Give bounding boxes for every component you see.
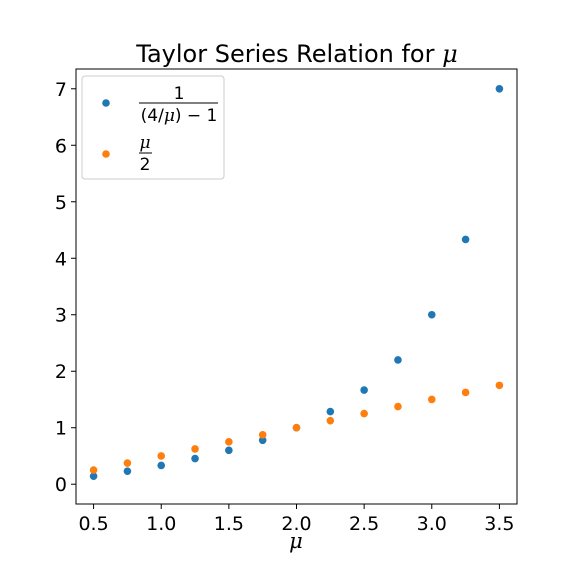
legend-2-denominator: 2 — [140, 155, 151, 175]
series-2-point — [394, 402, 402, 411]
series-2-point — [225, 438, 233, 446]
y-tick-label: 1 — [55, 418, 67, 440]
series-2-point — [292, 423, 301, 432]
chart-title: Taylor Series Relation for μ — [135, 40, 457, 68]
series-2-point — [427, 395, 436, 404]
x-axis: 0.5 1.0 1.5 2.0 2.5 3.0 3.5 — [78, 504, 515, 535]
x-tick-label: 2.5 — [349, 513, 379, 535]
y-tick-label: 4 — [55, 248, 67, 270]
y-tick-label: 5 — [55, 192, 67, 214]
series-2-point — [157, 452, 166, 460]
series-1-point — [326, 407, 335, 416]
series-2-point — [461, 388, 470, 397]
x-tick-label: 1.5 — [214, 513, 244, 535]
y-tick-label: 3 — [55, 305, 67, 327]
y-tick-label: 2 — [55, 361, 67, 383]
series-1-point — [157, 461, 166, 470]
series-2-point — [123, 459, 132, 467]
series-2-point — [258, 430, 267, 439]
legend-1-numerator: 1 — [174, 84, 185, 104]
series-1-point — [360, 386, 368, 394]
series-2-point — [495, 381, 504, 390]
series-1-point — [258, 436, 267, 445]
series-1-point — [191, 454, 199, 463]
y-tick-label: 0 — [55, 474, 67, 496]
series-1-point — [427, 310, 436, 319]
x-tick-label: 3.0 — [417, 513, 447, 535]
series-1-point — [394, 356, 402, 364]
series-1-point — [123, 467, 132, 475]
x-tick-label: 2.0 — [281, 513, 311, 535]
series-1-point — [89, 472, 98, 480]
x-tick-label: 3.5 — [484, 513, 514, 535]
legend-marker-series-1 — [102, 99, 110, 107]
series-2-point — [326, 416, 335, 425]
legend-1-denominator: (4/μ) − 1 — [141, 106, 218, 126]
series-2-point — [191, 445, 199, 453]
series-2-point — [89, 466, 98, 474]
x-axis-label: μ — [289, 529, 303, 553]
plot-points — [89, 84, 504, 480]
series-1-point — [225, 446, 233, 455]
legend: 1 (4/μ) − 1 μ 2 — [81, 75, 225, 180]
legend-label-series-1: 1 (4/μ) − 1 — [139, 84, 218, 126]
y-tick-label: 7 — [55, 79, 67, 101]
x-tick-label: 0.5 — [78, 513, 108, 535]
y-tick-label: 6 — [55, 135, 67, 157]
x-tick-label: 1.0 — [146, 513, 176, 535]
legend-label-series-2: μ 2 — [139, 133, 152, 175]
series-1-point — [461, 235, 470, 244]
legend-frame — [81, 75, 225, 180]
legend-marker-series-2 — [102, 150, 110, 158]
legend-2-numerator: μ — [139, 133, 150, 153]
y-axis: 0 1 2 3 4 5 6 7 — [55, 79, 76, 496]
series-2-point — [360, 409, 368, 418]
series-1-point — [495, 84, 504, 93]
